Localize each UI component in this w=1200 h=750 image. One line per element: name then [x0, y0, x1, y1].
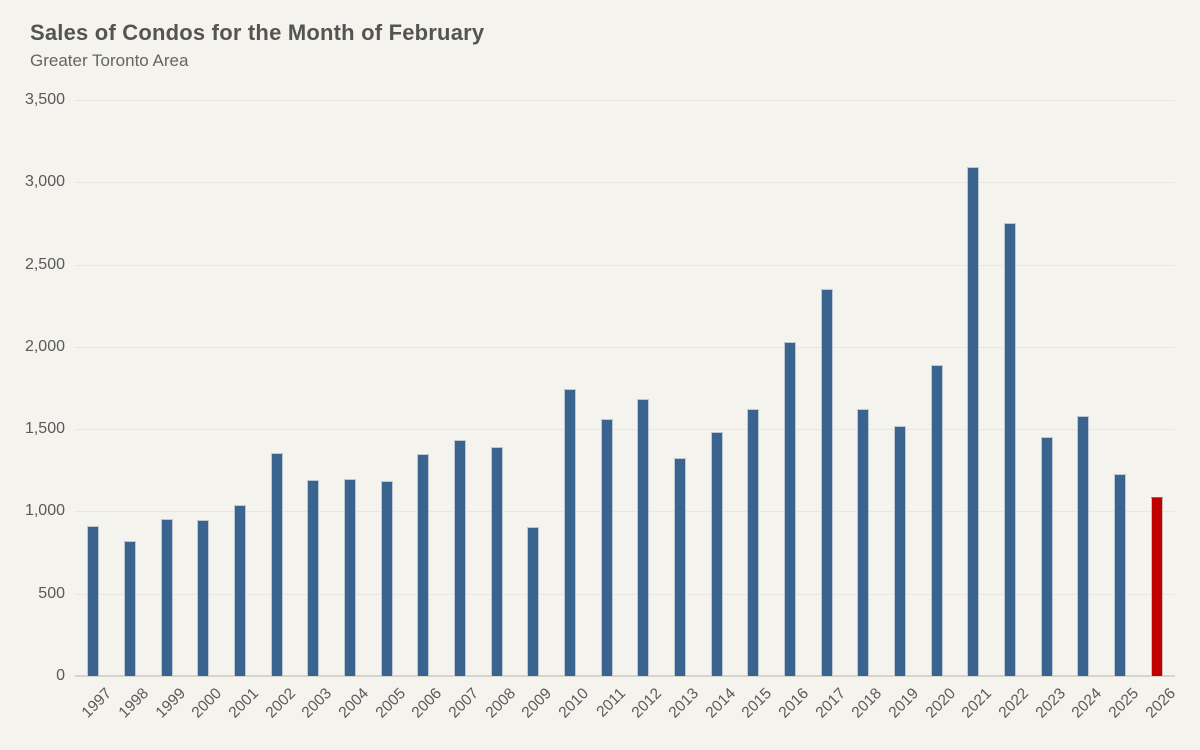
bar-2010: [564, 388, 576, 676]
y-tick-label-500: 500: [38, 584, 65, 602]
bar-2006: [417, 453, 430, 676]
bar-2013: [674, 457, 686, 676]
x-tick-label-1998: 1998: [115, 685, 153, 722]
bar-2025: [1114, 474, 1126, 676]
chart-title: Sales of Condos for the Month of Februar…: [30, 20, 485, 45]
x-tick-label-2022: 2022: [995, 685, 1033, 722]
y-tick-label-2000: 2,000: [24, 337, 65, 355]
bar-2002: [270, 453, 283, 676]
y-tick-label-1500: 1,500: [24, 420, 65, 438]
bar-2000: [197, 520, 210, 676]
x-tick-label-2018: 2018: [848, 685, 886, 722]
x-tick-label-2003: 2003: [298, 685, 336, 722]
gridline-1500: [75, 429, 1175, 431]
x-tick-label-2016: 2016: [775, 685, 813, 722]
bar-2012: [637, 398, 650, 676]
x-tick-label-2012: 2012: [628, 685, 666, 722]
y-tick-label-2500: 2,500: [24, 255, 65, 273]
y-tick-label-1000: 1,000: [24, 502, 65, 520]
x-tick-label-2014: 2014: [702, 685, 739, 722]
x-tick-label-2002: 2002: [262, 685, 299, 722]
bar-2018: [857, 408, 870, 676]
x-tick-label-2009: 2009: [518, 685, 556, 722]
x-tick-label-1999: 1999: [152, 685, 189, 722]
bar-2019: [894, 425, 906, 676]
y-tick-label-0: 0: [56, 667, 65, 684]
x-tick-label-2020: 2020: [922, 685, 959, 722]
bar-2009: [527, 527, 540, 676]
bar-1998: [124, 541, 136, 676]
bar-2008: [490, 447, 503, 676]
x-tick-label-2023: 2023: [1032, 685, 1069, 722]
bar-1999: [160, 518, 173, 676]
plot-area: [75, 100, 1175, 677]
bar-2011: [600, 419, 613, 676]
bar-2022: [1004, 222, 1016, 676]
y-tick-label-3500: 3,500: [24, 91, 65, 108]
x-tick-label-2017: 2017: [812, 685, 849, 722]
x-tick-label-2021: 2021: [958, 685, 996, 722]
bar-2015: [747, 409, 760, 676]
x-tick-label-1997: 1997: [78, 685, 116, 722]
gridline-3000: [75, 182, 1175, 184]
bar-2017: [820, 289, 833, 676]
x-tick-label-2011: 2011: [593, 685, 629, 721]
bar-2024: [1077, 415, 1090, 676]
gridline-2500: [75, 264, 1175, 266]
bar-2016: [784, 341, 796, 676]
bar-2014: [710, 432, 723, 676]
x-tick-label-2026: 2026: [1142, 685, 1179, 722]
y-tick-label-3000: 3,000: [24, 173, 65, 191]
bar-2001: [234, 504, 246, 676]
x-tick-label-2007: 2007: [445, 685, 483, 722]
gridline-500: [75, 593, 1175, 595]
bar-2004: [344, 479, 356, 676]
x-axis-line: [75, 675, 1175, 677]
chart-subtitle: Greater Toronto Area: [30, 51, 189, 70]
x-tick-label-2001: 2001: [225, 685, 263, 722]
x-tick-label-2004: 2004: [335, 685, 373, 722]
gridline-2000: [75, 346, 1175, 348]
bar-2026: [1150, 496, 1163, 676]
x-tick-label-2025: 2025: [1105, 685, 1143, 722]
x-tick-label-2024: 2024: [1068, 685, 1106, 722]
x-tick-label-2019: 2019: [885, 685, 923, 722]
x-tick-label-2006: 2006: [408, 685, 446, 722]
x-tick-label-2005: 2005: [372, 685, 409, 722]
bar-2007: [454, 439, 466, 676]
bar-2005: [380, 480, 393, 676]
x-tick-label-2015: 2015: [738, 685, 776, 722]
bar-2020: [930, 364, 943, 676]
x-tick-label-2010: 2010: [555, 685, 593, 722]
x-tick-label-2000: 2000: [188, 685, 226, 722]
bar-2023: [1040, 437, 1053, 676]
gridline-1000: [75, 511, 1175, 513]
x-tick-label-2013: 2013: [665, 685, 703, 722]
gridline-3500: [75, 100, 1175, 101]
bar-2021: [967, 166, 980, 676]
bar-2003: [307, 480, 320, 676]
bar-1997: [87, 526, 100, 676]
x-tick-label-2008: 2008: [482, 685, 519, 722]
